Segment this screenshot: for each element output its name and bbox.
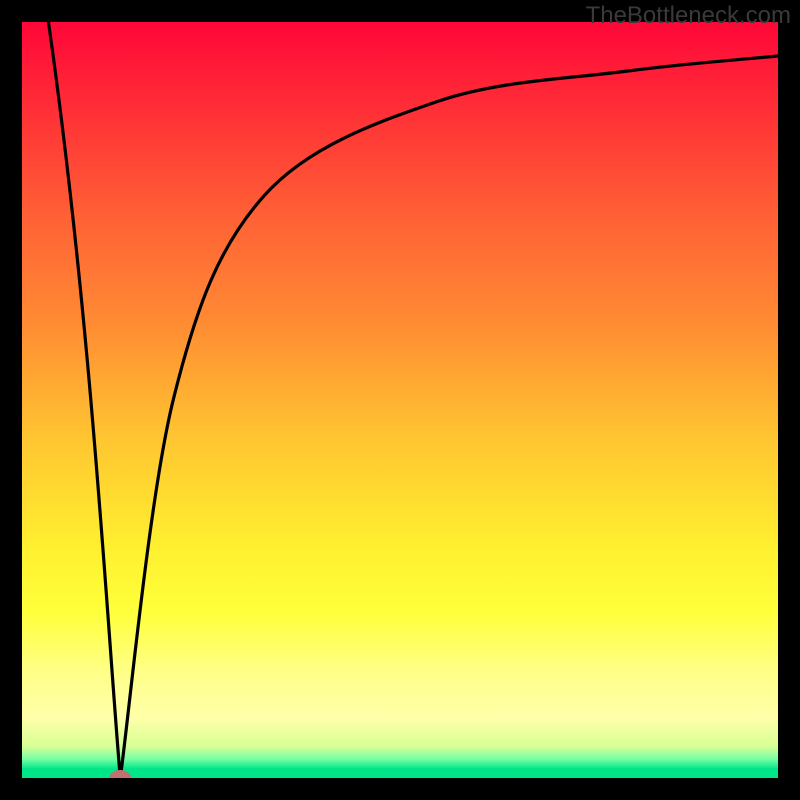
chart-container: TheBottleneck.com (0, 0, 800, 800)
chart-svg (0, 0, 800, 800)
watermark-text: TheBottleneck.com (586, 2, 791, 30)
plot-background (22, 22, 778, 778)
